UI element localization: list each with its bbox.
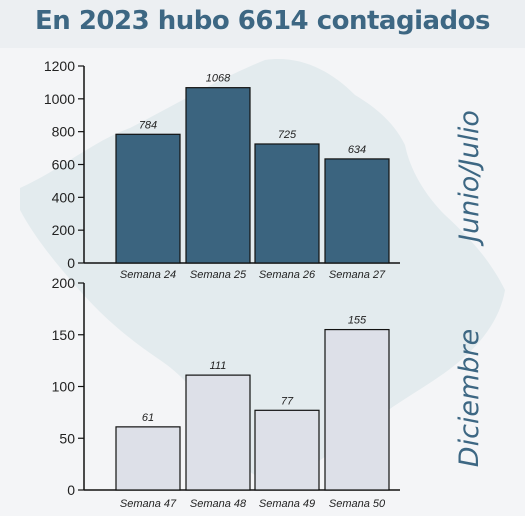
y-tick-label: 1200 bbox=[44, 58, 75, 74]
bar bbox=[115, 426, 181, 491]
chart-diciembre: 0 50 100 150 200 61 Semana 47 111 Semana 48 77 Sem… bbox=[52, 275, 400, 510]
y-tick-label: 150 bbox=[52, 327, 76, 343]
category-label: Semana 47 bbox=[120, 498, 177, 510]
y-tick-label: 600 bbox=[52, 157, 76, 173]
title-band bbox=[0, 0, 525, 48]
bar bbox=[254, 143, 320, 264]
y-tick-label: 0 bbox=[67, 255, 75, 271]
category-label: Semana 24 bbox=[120, 269, 176, 281]
bar-value-label: 1068 bbox=[206, 73, 231, 85]
y-tick-label: 1000 bbox=[44, 91, 75, 107]
bar bbox=[185, 374, 251, 491]
period-label-diciembre: Diciembre bbox=[454, 329, 485, 467]
category-label: Semana 48 bbox=[190, 498, 247, 510]
bar-value-label: 61 bbox=[142, 412, 154, 424]
y-tick-label: 50 bbox=[59, 430, 75, 446]
bar-value-label: 784 bbox=[139, 119, 157, 131]
bar bbox=[254, 409, 320, 491]
bar-value-label: 155 bbox=[348, 315, 367, 327]
category-label: Semana 50 bbox=[329, 498, 386, 510]
page-title: En 2023 hubo 6614 contagiados bbox=[35, 6, 490, 36]
y-tick-label: 0 bbox=[67, 482, 75, 498]
category-label: Semana 26 bbox=[259, 269, 316, 281]
bar bbox=[324, 158, 390, 264]
bar-value-label: 77 bbox=[281, 395, 294, 407]
y-tick-label: 400 bbox=[52, 189, 76, 205]
period-label-junio-julio: Junio/Julio bbox=[454, 110, 485, 247]
y-tick-label: 100 bbox=[52, 379, 76, 395]
category-label: Semana 27 bbox=[329, 269, 386, 281]
y-tick-label: 200 bbox=[52, 222, 76, 238]
chart-junio-julio: 0 200 400 600 800 1000 1200 784 Semana 24 1068 Sem… bbox=[44, 58, 400, 281]
y-tick-label: 200 bbox=[52, 275, 76, 291]
bar bbox=[185, 87, 251, 264]
y-tick-label: 800 bbox=[52, 124, 76, 140]
bar-value-label: 634 bbox=[348, 144, 366, 156]
bar-value-label: 725 bbox=[278, 129, 297, 141]
category-label: Semana 49 bbox=[259, 498, 315, 510]
bar bbox=[115, 133, 181, 264]
bar-value-label: 111 bbox=[210, 360, 227, 372]
category-label: Semana 25 bbox=[190, 269, 247, 281]
bar bbox=[324, 328, 390, 491]
